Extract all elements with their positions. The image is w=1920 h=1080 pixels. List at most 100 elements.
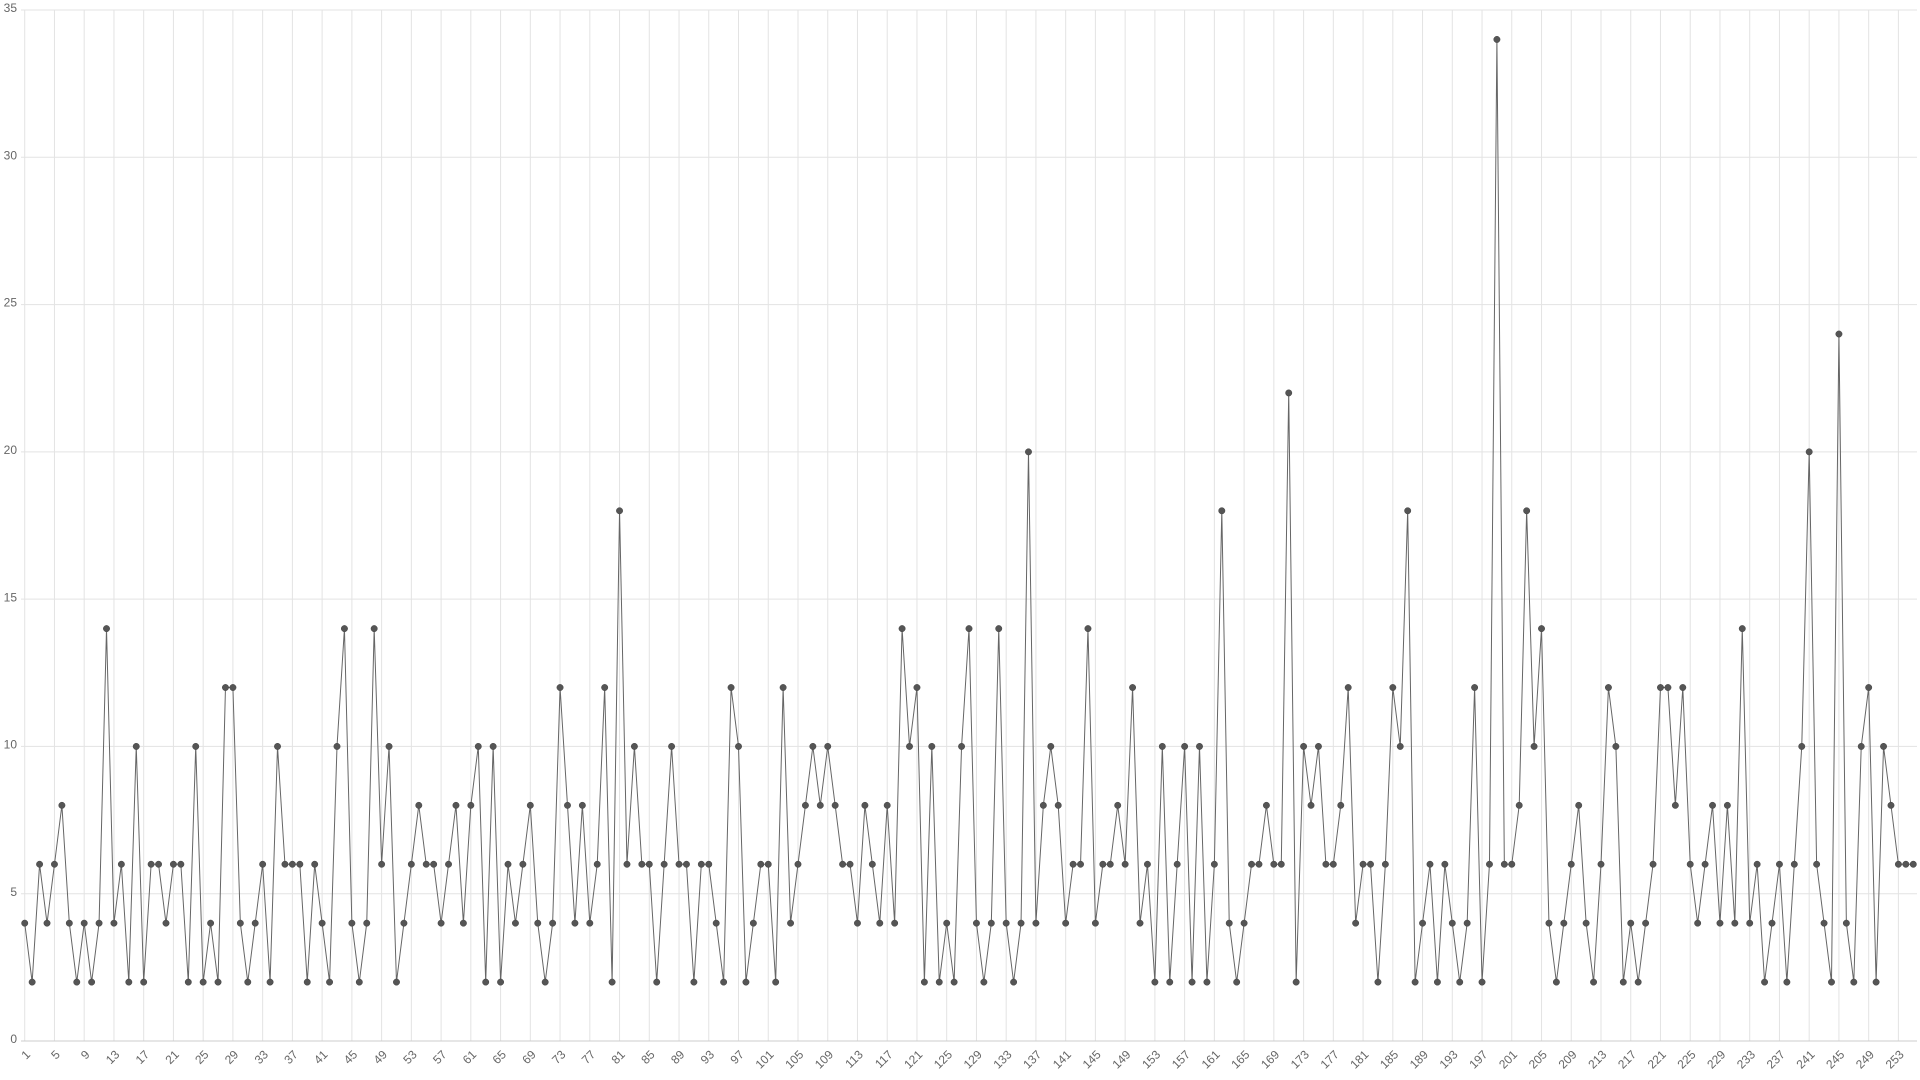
point: [1842, 919, 1850, 927]
point: [437, 919, 445, 927]
point: [1872, 978, 1880, 986]
point: [467, 801, 475, 809]
point: [51, 860, 58, 868]
point: [1114, 801, 1122, 809]
point: [1530, 742, 1538, 750]
series-line: [24, 39, 1914, 983]
x-tick-label: 229: [1704, 1047, 1728, 1071]
point: [801, 801, 809, 809]
point: [742, 978, 750, 986]
x-tick-label: 57: [430, 1047, 450, 1067]
y-tick-label: 35: [4, 1, 18, 15]
point: [749, 919, 757, 927]
point: [1545, 919, 1553, 927]
point: [861, 801, 869, 809]
point: [1433, 978, 1441, 986]
x-tick-label: 145: [1080, 1047, 1104, 1071]
x-tick-label: 33: [252, 1047, 272, 1067]
point: [846, 860, 854, 868]
point: [274, 742, 281, 750]
point: [1486, 860, 1493, 868]
point: [943, 919, 951, 927]
point: [608, 978, 616, 986]
point: [236, 919, 244, 927]
point: [214, 978, 222, 986]
x-tick-label: 217: [1615, 1047, 1639, 1071]
point: [1642, 919, 1650, 927]
point: [950, 978, 958, 986]
point: [1270, 860, 1278, 868]
point: [303, 978, 311, 986]
point: [1292, 978, 1300, 986]
x-tick-label: 233: [1734, 1047, 1758, 1071]
point: [229, 684, 237, 691]
point: [177, 860, 185, 868]
point: [1158, 742, 1166, 750]
x-tick-label: 5: [48, 1047, 63, 1062]
point: [132, 742, 140, 750]
point: [653, 978, 661, 986]
x-tick-label: 241: [1793, 1047, 1817, 1071]
x-tick-label: 17: [133, 1047, 153, 1067]
x-tick-label: 249: [1853, 1047, 1877, 1071]
point: [526, 801, 534, 809]
point: [787, 919, 795, 927]
point: [920, 978, 928, 986]
point: [422, 860, 430, 868]
point: [906, 742, 913, 750]
point: [1121, 860, 1129, 868]
point: [727, 684, 735, 691]
point: [1285, 389, 1293, 397]
x-tick-label: 169: [1258, 1047, 1282, 1071]
point: [1069, 860, 1077, 868]
point: [65, 919, 73, 927]
point: [43, 919, 51, 927]
x-tick-label: 181: [1347, 1047, 1371, 1071]
point: [1612, 742, 1620, 750]
x-tick-label: 129: [961, 1047, 985, 1071]
x-tick-label: 153: [1139, 1047, 1163, 1071]
point: [1396, 742, 1404, 750]
point: [1820, 919, 1828, 927]
x-tick-label: 113: [842, 1047, 866, 1071]
point: [1307, 801, 1315, 809]
point: [1679, 684, 1687, 691]
point: [1686, 860, 1694, 868]
x-tick-label: 85: [638, 1047, 658, 1067]
point: [192, 742, 200, 750]
point: [1783, 978, 1791, 986]
point: [162, 919, 170, 927]
point: [340, 625, 348, 633]
point: [1723, 801, 1731, 809]
y-tick-label: 5: [10, 885, 17, 899]
point: [1909, 860, 1917, 868]
point: [638, 860, 646, 868]
x-tick-label: 141: [1050, 1047, 1074, 1071]
point: [630, 742, 638, 750]
x-tick-label: 161: [1199, 1047, 1223, 1071]
point: [370, 625, 378, 633]
point: [1411, 978, 1419, 986]
x-tick-label: 37: [281, 1047, 301, 1067]
point: [1567, 860, 1575, 868]
point: [1047, 742, 1055, 750]
point: [1091, 919, 1099, 927]
point: [266, 978, 274, 986]
point: [1136, 919, 1144, 927]
point: [683, 860, 690, 868]
point: [601, 684, 609, 691]
point: [1404, 507, 1412, 515]
point: [497, 978, 505, 986]
point: [1880, 742, 1887, 750]
point: [1902, 860, 1910, 868]
point: [1538, 625, 1545, 633]
x-tick-label: 49: [371, 1047, 391, 1067]
point: [1828, 978, 1835, 986]
point: [1225, 919, 1233, 927]
x-tick-label: 185: [1377, 1047, 1401, 1071]
point: [1129, 684, 1137, 691]
point: [935, 978, 943, 986]
point: [868, 860, 876, 868]
point: [1694, 919, 1702, 927]
x-tick-label: 225: [1675, 1047, 1699, 1071]
